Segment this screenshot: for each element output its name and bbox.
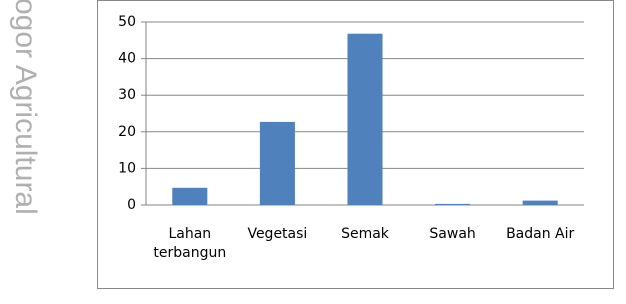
y-tick-label: 30 — [118, 87, 136, 103]
x-label-box: Semak — [341, 226, 389, 242]
y-tick-label: 0 — [127, 197, 136, 213]
x-label-box: Lahan terbangun — [153, 226, 227, 261]
x-tick-label: Lahan terbangun — [153, 226, 227, 261]
x-label-box: Sawah — [429, 226, 476, 242]
y-tick-label: 10 — [118, 160, 136, 176]
x-label-box: Vegetasi — [247, 226, 308, 242]
y-tick-label: 40 — [118, 51, 136, 67]
bar — [347, 33, 383, 205]
x-tick-label: Badan Air — [506, 226, 575, 242]
y-tick-label: 20 — [118, 124, 136, 140]
bar — [172, 187, 208, 205]
x-tick-label: Sawah — [429, 226, 476, 242]
x-tick-label: Semak — [341, 226, 389, 242]
bar — [435, 203, 471, 205]
x-tick-label: Vegetasi — [247, 226, 308, 242]
bar — [259, 121, 295, 205]
chart-border — [97, 0, 614, 289]
x-label-box: Badan Air — [506, 226, 575, 242]
y-tick-label: 50 — [118, 14, 136, 30]
bar — [522, 200, 558, 205]
